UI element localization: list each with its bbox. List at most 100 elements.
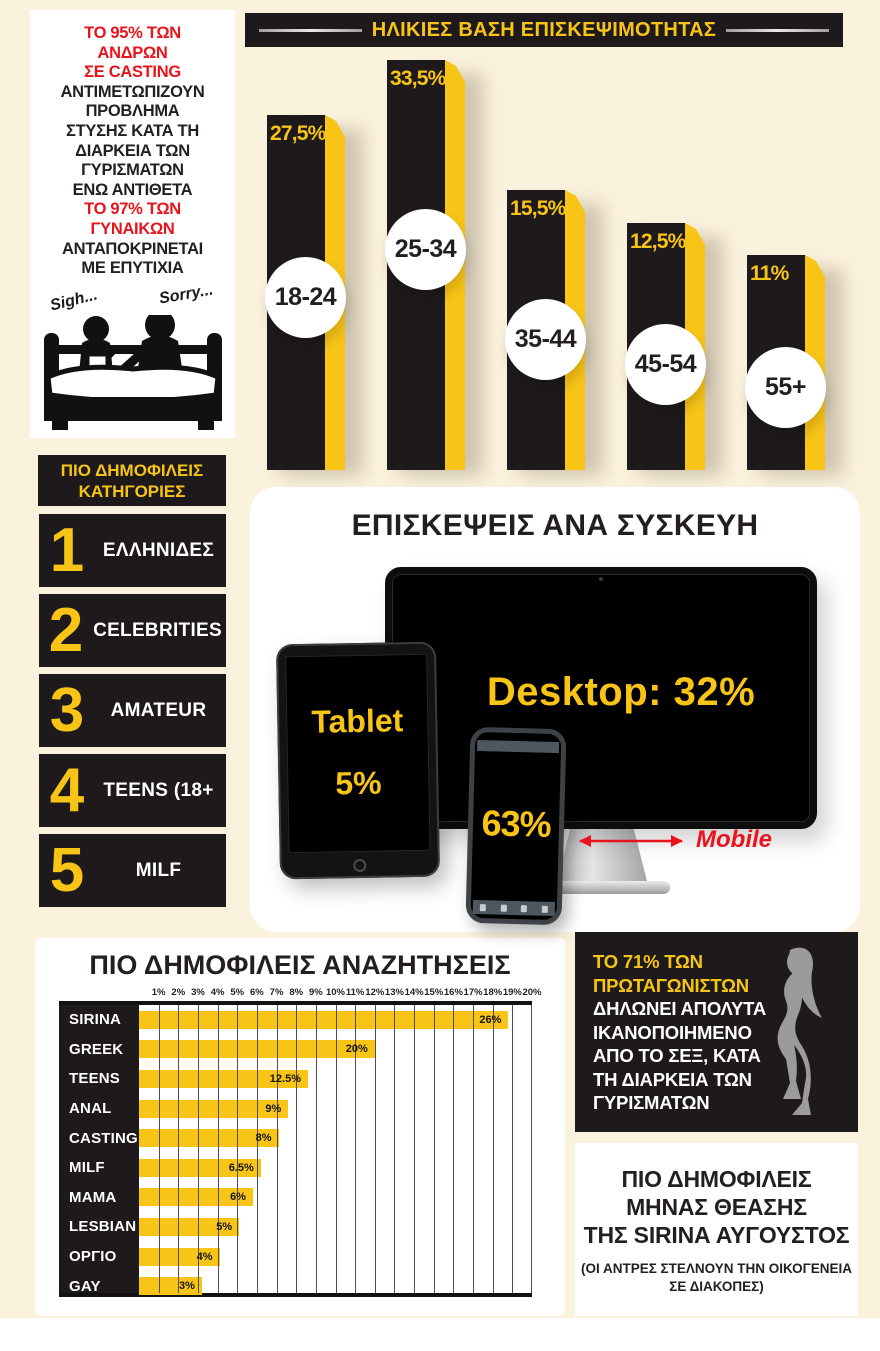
tablet-icon: Tablet 5% xyxy=(275,641,441,880)
bed-couple-icon xyxy=(44,315,222,430)
phone-nav-icon xyxy=(500,904,507,912)
intro-text-line: ΓΥΡΙΣΜΑΤΩΝ xyxy=(81,161,184,180)
intro-text-block: ΤΟ 95% ΤΩΝ ΑΝΔΡΩΝ ΣΕ CASTING ΑΝΤΙΜΕΤΩΠΙΖΟΥΝ… xyxy=(30,10,235,279)
popular-month-box: ΠΙΟ ΔΗΜΟΦΙΛΕΙΣ ΜΗΝΑΣ ΘΕΑΣΗΣ ΤΗΣ SIRINA ΑΥΓ… xyxy=(575,1143,858,1316)
categories-list: 1 ΕΛΛΗΝΙΔΕΣ 2 CELEBRITIES 3 AMATEUR 4 TEENS (18… xyxy=(39,514,226,914)
search-bar-value: 8% xyxy=(255,1132,272,1145)
axis-tick-label: 20% xyxy=(522,987,542,998)
category-rank: 5 xyxy=(49,835,85,905)
gridline xyxy=(414,1005,416,1293)
axis-tick-label: 17% xyxy=(463,987,483,998)
search-row-label: LESBIAN xyxy=(69,1218,137,1236)
axis-tick-label: 1% xyxy=(151,987,166,998)
axis-tick-label: 6% xyxy=(250,987,264,998)
gridline xyxy=(178,1005,180,1293)
search-row-label: SIRINA xyxy=(69,1011,122,1029)
axis-tick-label: 4% xyxy=(210,987,225,998)
age-bar-chart: 27,5% 18-24 33,5% 25-34 15,5% 35-44 12,5% 45-54… xyxy=(265,60,826,470)
gridline xyxy=(197,1005,199,1293)
intro-text-line: ΠΡΟΒΛΗΜΑ xyxy=(85,102,180,121)
gridline xyxy=(512,1005,514,1293)
axis-tick-label: 11% xyxy=(345,987,365,998)
gridline xyxy=(473,1005,475,1293)
age-bar-value-label: 15,5% xyxy=(510,197,566,220)
search-row-label: CASTING xyxy=(69,1129,138,1147)
satisfaction-body-line: ΑΠΟ ΤΟ ΣΕΞ, ΚΑΤΑ xyxy=(593,1045,761,1066)
search-bar xyxy=(139,1188,253,1207)
axis-tick-label: 16% xyxy=(443,987,463,998)
search-bar-value: 5% xyxy=(216,1221,233,1233)
mobile-arrow-icon xyxy=(579,835,683,847)
monitor-stand-neck xyxy=(556,827,648,885)
searches-x-axis: 1% 2% 3% 4% 5% 6% 7% 8% 9% 10% 11% 12% 13% 14% 15% 16% 1… xyxy=(139,987,542,999)
age-bar-value-label: 27,5% xyxy=(270,122,326,145)
phone-nav-icon xyxy=(541,905,548,913)
categories-header-line1: ΠΙΟ ΔΗΜΟΦΙΛΕΙΣ xyxy=(60,461,204,480)
satisfaction-body-line: ΔΗΛΩΝΕΙ ΑΠΟΛΥΤΑ xyxy=(593,998,767,1019)
axis-tick-label: 15% xyxy=(424,987,444,998)
age-bar: 27,5% 18-24 xyxy=(265,115,346,470)
sigh-caption: Sigh... xyxy=(48,286,100,315)
woman-silhouette-icon xyxy=(777,947,822,1115)
satisfaction-body-line: ΤΗ ΔΙΑΡΚΕΙΑ ΤΩΝ xyxy=(593,1068,752,1090)
gridline xyxy=(374,1005,376,1293)
category-rank: 2 xyxy=(48,595,84,665)
category-label: ΕΛΛΗΝΙΔΕΣ xyxy=(102,539,215,561)
category-label: TEENS (18+ xyxy=(103,779,214,801)
phone-nav-icon xyxy=(480,903,487,911)
axis-tick-label: 19% xyxy=(502,987,522,998)
title-rule-right xyxy=(726,28,830,32)
intro-text-line: ΕΝΩ ΑΝΤΙΘΕΤΑ xyxy=(72,180,193,199)
axis-tick-label: 14% xyxy=(404,987,424,998)
axis-tick-label: 5% xyxy=(230,987,245,998)
search-bar-value: 9% xyxy=(265,1102,282,1115)
intro-text-line: ΤΟ 95% ΤΩΝ xyxy=(84,24,181,42)
search-bar xyxy=(139,1099,289,1118)
age-range-badge: 35-44 xyxy=(505,299,586,380)
monitor-stand-base xyxy=(534,881,670,894)
satisfaction-body-line: ΙΚΑΝΟΠΟΙΗΜΕΝΟ xyxy=(593,1021,752,1043)
tablet-home-button xyxy=(353,858,367,873)
search-row-label: ΟΡΓΙΟ xyxy=(69,1248,117,1266)
categories-header-line2: ΚΑΤΗΓΟΡΙΕΣ xyxy=(78,482,186,501)
phone-nav-icon xyxy=(521,904,528,912)
satisfaction-body-line: ΓΥΡΙΣΜΑΤΩΝ xyxy=(593,1092,710,1113)
intro-text-line: ΑΝΤΙΜΕΤΩΠΙΖΟΥΝ xyxy=(60,82,205,101)
tablet-screen xyxy=(285,653,431,854)
gridline xyxy=(256,1005,258,1293)
category-label: CELEBRITIES xyxy=(93,619,222,641)
bed-illustration: Sigh... Sorry... xyxy=(38,281,228,435)
intro-text-line: ΣΤΥΣΗΣ ΚΑΤΑ ΤΗ xyxy=(66,121,199,140)
axis-tick-label: 2% xyxy=(171,987,186,998)
age-range-badge: 25-34 xyxy=(385,209,466,290)
phone-app-bar xyxy=(476,739,560,754)
gridline xyxy=(531,1005,532,1293)
sorry-caption: Sorry... xyxy=(158,281,215,308)
devices-card: ΕΠΙΣΚΕΨΕΙΣ ΑΝΑ ΣΥΣΚΕΥΗ Desktop: 32% Tabl… xyxy=(250,487,860,932)
month-title-line: ΠΙΟ ΔΗΜΟΦΙΛΕΙΣ xyxy=(621,1166,812,1192)
month-subtitle-line: (ΟΙ ΑΝΤΡΕΣ ΣΤΕΛΝΟΥΝ ΤΗΝ ΟΙΚΟΓΕΝΕΙΑ xyxy=(580,1261,853,1276)
category-item: 2 CELEBRITIES xyxy=(39,594,226,667)
devices-title: ΕΠΙΣΚΕΨΕΙΣ ΑΝΑ ΣΥΣΚΕΥΗ xyxy=(351,509,759,542)
month-title-line: ΜΗΝΑΣ ΘΕΑΣΗΣ xyxy=(626,1194,807,1220)
monitor-camera-dot xyxy=(599,577,603,581)
gridline xyxy=(296,1005,298,1293)
intro-card: ΤΟ 95% ΤΩΝ ΑΝΔΡΩΝ ΣΕ CASTING ΑΝΤΙΜΕΤΩΠΙΖΟΥΝ… xyxy=(30,10,235,438)
search-bar-value: 3% xyxy=(178,1280,195,1293)
age-chart-title: ΗΛΙΚΙΕΣ ΒΑΣΗ ΕΠΙΣΚΕΨΙΜΟΤΗΤΑΣ xyxy=(371,18,717,41)
category-item: 3 AMATEUR xyxy=(39,674,226,747)
popular-month-title: ΠΙΟ ΔΗΜΟΦΙΛΕΙΣ ΜΗΝΑΣ ΘΕΑΣΗΣ ΤΗΣ SIRINA ΑΥΓ… xyxy=(575,1143,858,1249)
age-chart-title-bar: ΗΛΙΚΙΕΣ ΒΑΣΗ ΕΠΙΣΚΕΨΙΜΟΤΗΤΑΣ xyxy=(245,13,843,47)
search-bar-value: 4% xyxy=(196,1250,213,1263)
category-rank: 4 xyxy=(49,755,85,825)
gridline xyxy=(335,1005,337,1293)
searches-plot-area: 26% 20% 12.5% 9% 8% 6.5% 6% 5% 4% 3% xyxy=(139,1005,532,1296)
categories-header: ΠΙΟ ΔΗΜΟΦΙΛΕΙΣ ΚΑΤΗΓΟΡΙΕΣ xyxy=(38,455,226,506)
search-bar xyxy=(139,1070,308,1088)
search-bar-value: 26% xyxy=(479,1013,502,1026)
search-row-label: MAMA xyxy=(69,1188,117,1206)
desktop-monitor-icon: Desktop: 32% xyxy=(385,567,817,829)
search-bar-value: 6% xyxy=(230,1191,246,1204)
intro-text-line: ΓΥΝΑΙΚΩΝ xyxy=(90,219,175,238)
